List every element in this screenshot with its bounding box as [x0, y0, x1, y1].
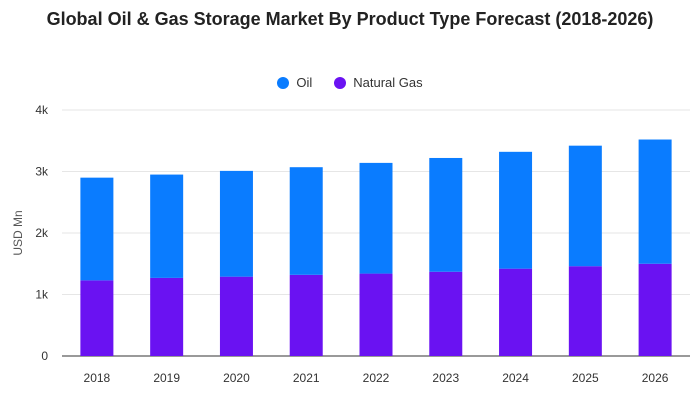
x-tick-label: 2025	[572, 371, 599, 385]
x-tick-label: 2024	[502, 371, 529, 385]
y-tick-label: 4k	[35, 103, 49, 117]
legend-label-natural-gas: Natural Gas	[353, 75, 423, 90]
legend-swatch-oil	[277, 76, 290, 89]
bar-oil	[219, 170, 253, 277]
bar-natural-gas	[219, 276, 253, 356]
legend-item-oil[interactable]: Oil	[277, 75, 312, 90]
y-tick-label: 0	[41, 349, 48, 363]
y-tick-label: 1k	[35, 288, 49, 302]
bar-oil	[638, 139, 672, 264]
x-tick-label: 2022	[363, 371, 390, 385]
y-tick-label: 3k	[35, 165, 49, 179]
x-tick-label: 2020	[223, 371, 250, 385]
legend-item-natural-gas[interactable]: Natural Gas	[334, 75, 423, 90]
x-tick-label: 2023	[432, 371, 459, 385]
bar-oil	[150, 174, 184, 278]
bar-oil	[429, 157, 463, 272]
bar-natural-gas	[568, 266, 602, 356]
legend-label-oil: Oil	[296, 75, 313, 90]
bar-oil	[289, 167, 323, 275]
bar-oil	[568, 145, 602, 267]
x-tick-label: 2019	[153, 371, 180, 385]
x-tick-label: 2018	[84, 371, 111, 385]
y-tick-label: 2k	[35, 226, 49, 240]
y-axis-title: USD Mn	[11, 210, 25, 255]
x-tick-label: 2026	[642, 371, 669, 385]
bar-oil	[80, 177, 114, 281]
chart-legend: Oil Natural Gas	[0, 75, 700, 90]
bar-natural-gas	[289, 274, 323, 356]
legend-swatch-natural-gas	[334, 76, 347, 89]
bar-natural-gas	[638, 263, 672, 356]
bar-oil	[359, 162, 393, 274]
bar-oil	[499, 151, 533, 269]
x-tick-label: 2021	[293, 371, 320, 385]
bar-natural-gas	[359, 273, 393, 356]
chart-title: Global Oil & Gas Storage Market By Produ…	[46, 9, 654, 29]
bar-natural-gas	[499, 268, 533, 356]
bar-natural-gas	[150, 277, 184, 356]
bar-natural-gas	[80, 280, 114, 356]
bar-natural-gas	[429, 271, 463, 356]
